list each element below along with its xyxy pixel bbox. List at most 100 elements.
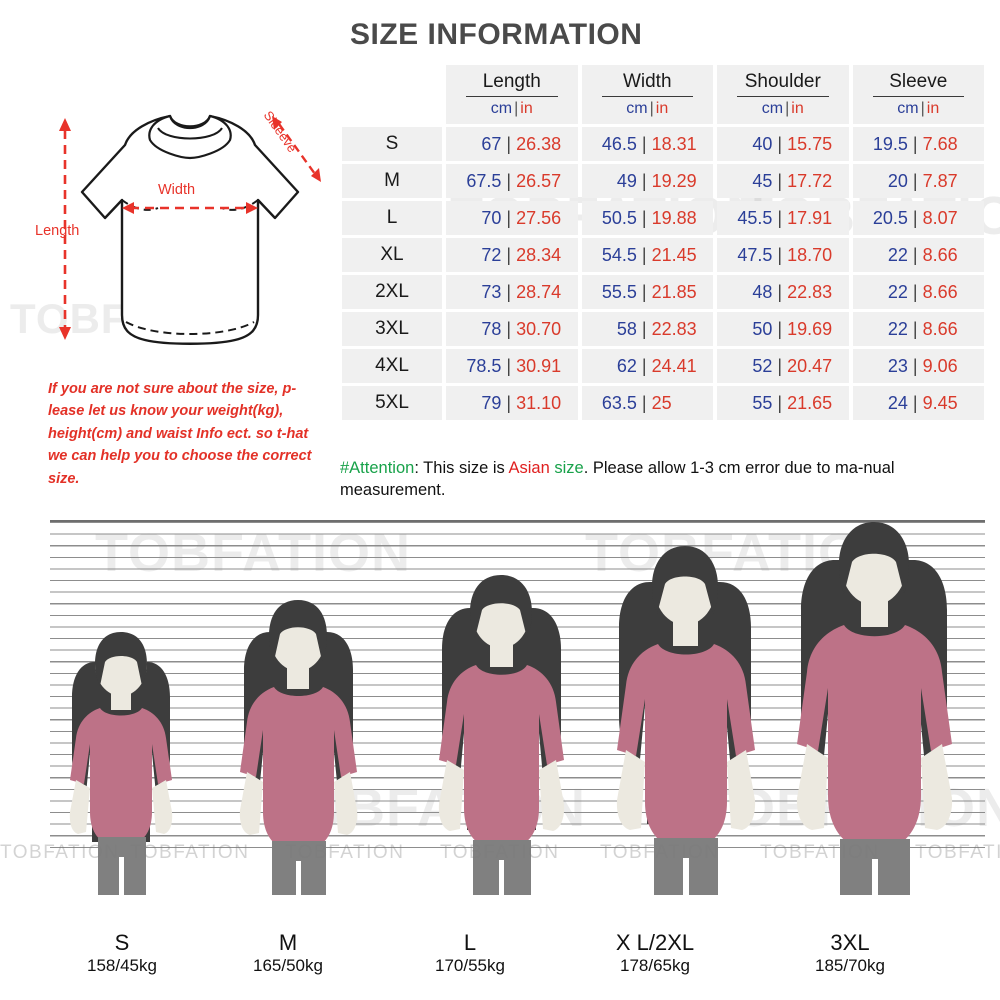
value-cm: 22: [887, 318, 908, 339]
unit-separator: |: [777, 281, 783, 302]
cell-length: 78.5 | 30.91: [446, 349, 578, 383]
row-size-label: 3XL: [342, 312, 442, 346]
value-cm: 24: [887, 392, 908, 413]
column-header-length-label: Length: [482, 70, 541, 92]
value-cm: 45.5: [737, 207, 773, 228]
cell-sleeve: 20 | 7.87: [852, 164, 984, 198]
value-cm: 63.5: [601, 392, 637, 413]
value-cm: 72: [481, 244, 502, 265]
value-cm: 19.5: [872, 133, 908, 154]
value-cm: 20: [887, 170, 908, 191]
unit-separator: |: [912, 170, 918, 191]
unit-separator: |: [641, 355, 647, 376]
column-header-shoulder: Shoulder cm | in: [717, 65, 849, 124]
value-cm: 45: [752, 170, 773, 191]
unit-separator: |: [777, 170, 783, 191]
unit-separator: |: [777, 392, 783, 413]
silhouette-s: [69, 632, 173, 895]
unit-separator: |: [506, 207, 512, 228]
sizing-help-note: If you are not sure about the size, p-le…: [48, 381, 312, 487]
value-cm: 23: [887, 355, 908, 376]
cell-length: 67.5 | 26.57: [446, 164, 578, 198]
column-units-sleeve: cm | in: [897, 99, 940, 117]
cell-sleeve: 24 | 9.45: [852, 386, 984, 420]
value-in: 9.45: [922, 392, 958, 413]
value-in: 19.29: [651, 170, 697, 191]
value-in: 24.41: [651, 355, 697, 376]
value-in: 7.68: [922, 133, 958, 154]
table-row: 4XL 78.5 | 30.91 62 | 24.41 52 | 20.47 23 | 9.06: [342, 349, 984, 383]
value-cm: 73: [481, 281, 502, 302]
figure-label-l-size: L: [463, 930, 477, 955]
figure-size-labels: S 158/45kg M 165/50kg L 170/55kg X L/2XL…: [0, 930, 1000, 1000]
unit-separator: |: [641, 207, 647, 228]
cell-width: 58 | 22.83: [581, 312, 713, 346]
size-chart-table: Length cm | in Width cm | in Shoulder cm | in …: [338, 62, 988, 423]
unit-separator: |: [506, 170, 512, 191]
column-units-length: cm | in: [490, 99, 533, 117]
figure-label-m-size: M: [278, 930, 298, 955]
value-in: 7.87: [922, 170, 958, 191]
cell-shoulder: 47.5 | 18.70: [717, 238, 849, 272]
value-cm: 22: [887, 281, 908, 302]
unit-separator: |: [641, 133, 647, 154]
table-row: M 67.5 | 26.57 49 | 19.29 45 | 17.72 20 | 7.87: [342, 164, 984, 198]
unit-separator: |: [912, 244, 918, 265]
value-cm: 55.5: [601, 281, 637, 302]
value-in: 21.65: [787, 392, 833, 413]
value-cm: 55: [752, 392, 773, 413]
unit-separator: |: [912, 281, 918, 302]
column-header-shoulder-label: Shoulder: [744, 70, 821, 92]
value-cm: 67.5: [466, 170, 502, 191]
value-cm: 78: [481, 318, 502, 339]
value-in: 17.91: [787, 207, 833, 228]
value-in: 20.47: [787, 355, 833, 376]
unit-separator: |: [506, 244, 512, 265]
unit-separator: |: [641, 244, 647, 265]
silhouette-m: [239, 600, 358, 895]
unit-separator: |: [777, 318, 783, 339]
table-body: S 67 | 26.38 46.5 | 18.31 40 | 15.75 19.5 | 7.68 M 67.…: [342, 127, 984, 420]
figure-label-m-spec: 165/50kg: [253, 956, 323, 976]
unit-separator: |: [641, 281, 647, 302]
value-in: 18.31: [651, 133, 697, 154]
value-in: 27.56: [516, 207, 562, 228]
cell-shoulder: 55 | 21.65: [717, 386, 849, 420]
cell-width: 46.5 | 18.31: [581, 127, 713, 161]
value-in: 18.70: [787, 244, 833, 265]
cell-shoulder: 48 | 22.83: [717, 275, 849, 309]
value-in: 8.66: [922, 318, 958, 339]
attention-text-1: : This size is: [414, 459, 509, 477]
value-cm: 54.5: [601, 244, 637, 265]
value-cm: 70: [481, 207, 502, 228]
row-size-label: XL: [342, 238, 442, 272]
figure-label-s-spec: 158/45kg: [87, 956, 157, 976]
value-in: 31.10: [516, 392, 562, 413]
column-header-width: Width cm | in: [581, 65, 713, 124]
cell-sleeve: 22 | 8.66: [852, 275, 984, 309]
attention-note: #Attention: This size is Asian size. Ple…: [340, 458, 990, 502]
figure-label-3xl-spec: 185/70kg: [815, 956, 885, 976]
value-cm: 22: [887, 244, 908, 265]
value-in: 19.69: [787, 318, 833, 339]
unit-separator: |: [777, 355, 783, 376]
page-title: SIZE INFORMATION: [350, 18, 643, 51]
cell-sleeve: 22 | 8.66: [852, 238, 984, 272]
value-in: 9.06: [922, 355, 958, 376]
silhouette-l: [438, 575, 565, 895]
value-in: 17.72: [787, 170, 833, 191]
row-size-label: L: [342, 201, 442, 235]
cell-width: 63.5 | 25: [581, 386, 713, 420]
column-header-length: Length cm | in: [446, 65, 578, 124]
unit-separator: |: [506, 133, 512, 154]
header-divider: [601, 95, 693, 97]
value-in: 19.88: [651, 207, 697, 228]
figure-label-xl-2xl-size: X L/2XL: [615, 930, 695, 955]
value-cm: 46.5: [601, 133, 637, 154]
header-divider: [466, 95, 558, 97]
length-measure-label: Length: [35, 223, 80, 239]
figure-label-l: L 170/55kg: [370, 930, 570, 978]
value-in: 26.38: [516, 133, 562, 154]
figure-label-l-spec: 170/55kg: [435, 956, 505, 976]
value-in: 28.34: [516, 244, 562, 265]
